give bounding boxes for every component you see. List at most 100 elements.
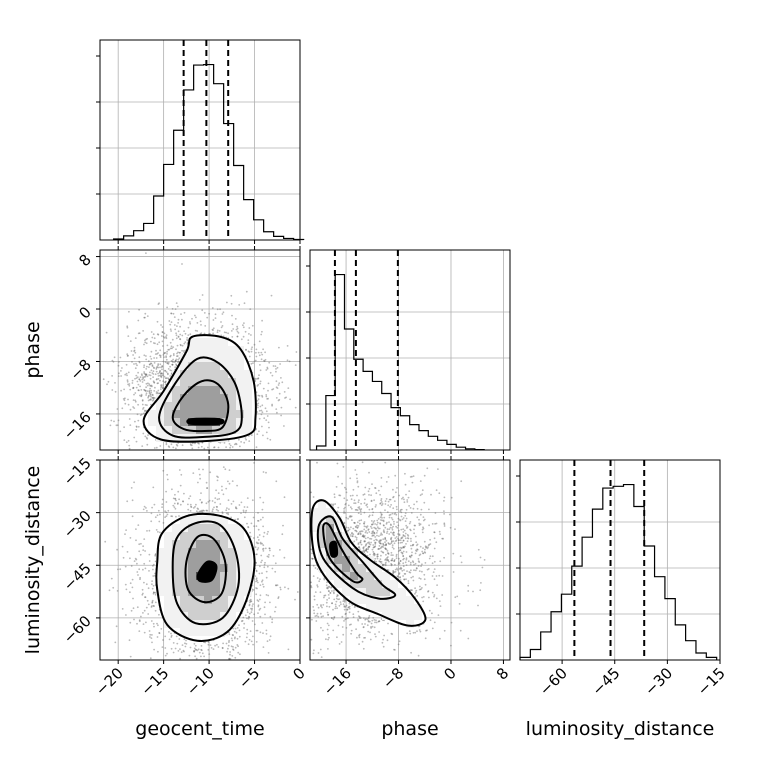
- density-cell: [172, 580, 180, 588]
- scatter-point: [382, 563, 385, 566]
- scatter-point: [161, 368, 163, 371]
- scatter-point: [330, 617, 333, 619]
- scatter-point: [378, 535, 380, 537]
- scatter-point: [410, 589, 413, 591]
- scatter-point: [348, 611, 351, 614]
- scatter-point: [364, 549, 367, 552]
- scatter-point: [368, 471, 370, 474]
- scatter-point: [226, 301, 228, 304]
- scatter-point: [431, 612, 433, 615]
- density-cell: [374, 564, 382, 572]
- scatter-point: [271, 621, 273, 624]
- scatter-point: [375, 538, 377, 541]
- density-cell: [164, 418, 172, 426]
- density-cell: [180, 386, 188, 394]
- scatter-point: [381, 545, 384, 548]
- scatter-point: [240, 501, 243, 504]
- scatter-point: [416, 630, 418, 633]
- density-cell: [244, 588, 252, 596]
- scatter-point: [388, 528, 391, 531]
- scatter-point: [410, 547, 413, 550]
- scatter-point: [212, 508, 214, 511]
- scatter-point: [244, 614, 247, 617]
- scatter-point: [134, 399, 137, 402]
- density-cell: [318, 540, 326, 548]
- scatter-point: [171, 363, 174, 366]
- scatter-point: [179, 657, 182, 660]
- scatter-point: [162, 469, 165, 472]
- density-cell: [220, 620, 228, 628]
- scatter-point: [233, 637, 236, 640]
- scatter-point: [412, 561, 415, 564]
- scatter-point: [415, 541, 418, 544]
- scatter-point: [146, 437, 149, 440]
- scatter-point: [271, 567, 274, 570]
- scatter-point: [245, 509, 248, 512]
- scatter-point: [149, 355, 152, 358]
- scatter-point: [333, 616, 336, 619]
- scatter-point: [261, 425, 263, 428]
- scatter-point: [277, 597, 280, 600]
- scatter-point: [397, 542, 400, 544]
- scatter-point: [183, 330, 186, 332]
- scatter-point: [144, 375, 147, 378]
- scatter-point: [404, 535, 406, 538]
- scatter-point: [195, 316, 197, 319]
- scatter-point: [233, 443, 236, 446]
- scatter-point: [406, 501, 409, 503]
- density-cell: [220, 588, 228, 596]
- scatter-point: [260, 554, 263, 557]
- scatter-point: [141, 399, 144, 401]
- scatter-point: [159, 366, 161, 369]
- scatter-point: [233, 630, 236, 633]
- scatter-point: [384, 509, 386, 512]
- scatter-point: [124, 373, 127, 376]
- density-cell: [398, 612, 406, 620]
- scatter-point: [133, 350, 136, 353]
- scatter-point: [104, 540, 107, 543]
- scatter-point: [138, 332, 141, 334]
- density-cell: [204, 588, 212, 596]
- scatter-point: [333, 493, 336, 496]
- scatter-point: [148, 394, 150, 397]
- scatter-point: [157, 333, 160, 336]
- scatter-point: [264, 547, 267, 550]
- scatter-point: [175, 348, 177, 351]
- scatter-point: [200, 501, 203, 504]
- scatter-point: [164, 381, 166, 384]
- scatter-point: [102, 378, 105, 381]
- scatter-point: [137, 524, 140, 526]
- scatter-point: [385, 539, 388, 542]
- scatter-point: [221, 646, 224, 649]
- scatter-point: [256, 404, 259, 407]
- scatter-point: [403, 498, 405, 501]
- scatter-point: [268, 639, 271, 641]
- scatter-point: [148, 630, 151, 632]
- scatter-point: [257, 604, 260, 607]
- scatter-point: [345, 526, 348, 529]
- scatter-point: [328, 605, 331, 608]
- density-cell: [188, 604, 196, 612]
- scatter-point: [274, 365, 277, 367]
- scatter-point: [173, 502, 176, 505]
- scatter-point: [411, 481, 414, 484]
- scatter-point: [393, 531, 395, 534]
- scatter-point: [409, 528, 411, 531]
- scatter-point: [266, 555, 269, 558]
- scatter-point: [164, 647, 167, 649]
- scatter-point: [253, 613, 256, 616]
- scatter-point: [154, 591, 157, 594]
- scatter-point: [133, 349, 136, 352]
- density-cell: [220, 540, 228, 548]
- scatter-point: [165, 515, 168, 517]
- density-cell: [382, 612, 390, 620]
- scatter-point: [257, 383, 260, 386]
- scatter-point: [398, 534, 401, 537]
- density-cell: [212, 540, 220, 548]
- scatter-point: [384, 503, 387, 505]
- scatter-point: [223, 331, 226, 334]
- scatter-point: [170, 360, 173, 362]
- density-cell: [196, 402, 204, 410]
- scatter-point: [151, 385, 153, 388]
- scatter-point: [177, 360, 180, 363]
